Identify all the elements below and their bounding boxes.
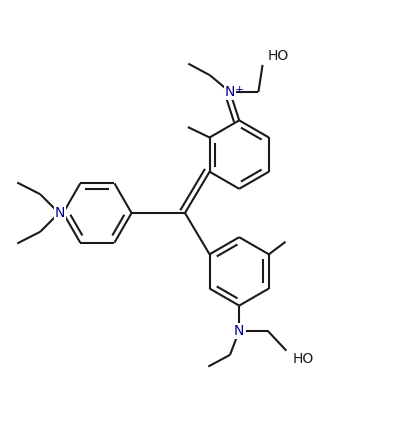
- Text: N: N: [55, 206, 65, 220]
- Text: N: N: [234, 324, 244, 338]
- Text: HO: HO: [268, 49, 289, 63]
- Text: +: +: [234, 84, 244, 95]
- Text: N: N: [225, 85, 235, 99]
- Text: HO: HO: [292, 352, 314, 366]
